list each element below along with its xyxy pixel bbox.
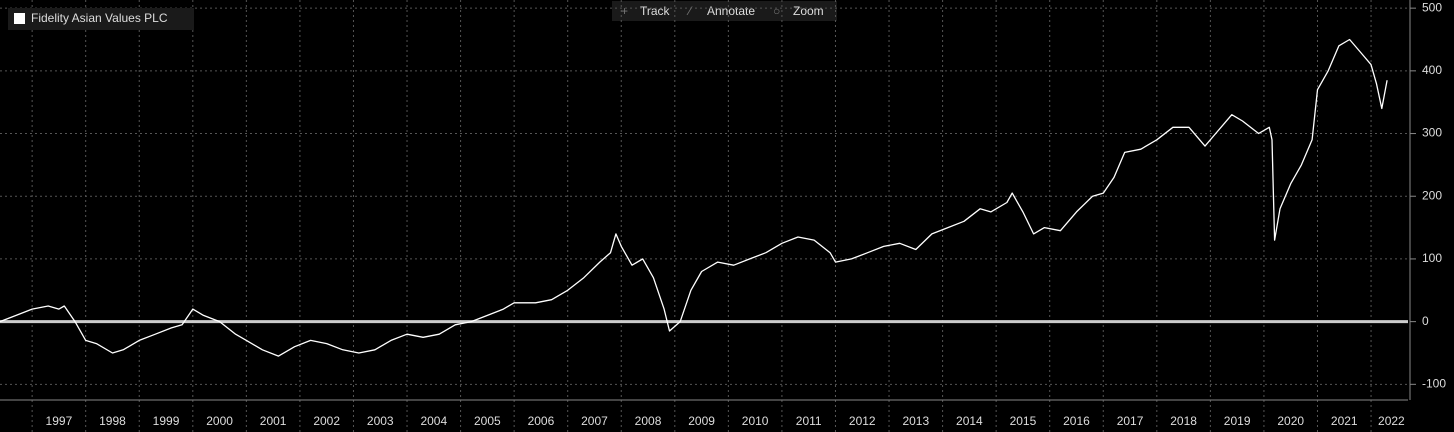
x-tick-label: 2005 xyxy=(474,414,501,428)
track-icon: + xyxy=(621,4,628,18)
x-tick-label: 2013 xyxy=(902,414,929,428)
x-tick-label: 2001 xyxy=(260,414,287,428)
x-tick-label: 2019 xyxy=(1224,414,1251,428)
x-tick-label: 2017 xyxy=(1117,414,1144,428)
x-tick-label: 1999 xyxy=(153,414,180,428)
y-tick-label: 400 xyxy=(1422,63,1442,77)
legend-label: Fidelity Asian Values PLC xyxy=(31,11,168,25)
x-tick-label: 2008 xyxy=(635,414,662,428)
toolbar-button[interactable]: Track xyxy=(640,4,671,18)
x-tick-label: 2020 xyxy=(1277,414,1304,428)
x-tick-label: 2004 xyxy=(420,414,447,428)
x-tick-label: 2003 xyxy=(367,414,394,428)
legend-swatch xyxy=(14,13,25,24)
y-tick-label: -100 xyxy=(1422,376,1446,390)
x-tick-label: 2016 xyxy=(1063,414,1090,428)
x-tick-label: 2011 xyxy=(796,414,822,428)
x-tick-label: 2000 xyxy=(206,414,233,428)
y-tick-label: 300 xyxy=(1422,126,1442,140)
x-tick-label: 2002 xyxy=(313,414,340,428)
x-tick-label: 2012 xyxy=(849,414,876,428)
toolbar-button[interactable]: Zoom xyxy=(793,4,824,18)
x-tick-label: 1997 xyxy=(46,414,73,428)
x-tick-label: 2022 xyxy=(1378,414,1405,428)
y-tick-label: 500 xyxy=(1422,0,1442,14)
toolbar-button[interactable]: Annotate xyxy=(707,4,755,18)
legend-box xyxy=(8,8,194,30)
series-line xyxy=(0,38,1388,357)
y-tick-label: 200 xyxy=(1422,188,1442,202)
toolbar: + Track ⁄ Annotate ○ Zoom xyxy=(612,1,837,21)
x-tick-label: 2010 xyxy=(742,414,769,428)
toolbar-bg xyxy=(612,1,837,21)
x-tick-label: 2015 xyxy=(1010,414,1037,428)
y-tick-label: 0 xyxy=(1422,314,1429,328)
x-tick-label: 2014 xyxy=(956,414,983,428)
x-tick-label: 2006 xyxy=(528,414,555,428)
y-tick-label: 100 xyxy=(1422,251,1442,265)
x-tick-label: 1998 xyxy=(99,414,126,428)
annotate-icon: ⁄ xyxy=(686,4,693,18)
x-tick-label: 2007 xyxy=(581,414,608,428)
x-tick-label: 2018 xyxy=(1170,414,1197,428)
x-tick-label: 2009 xyxy=(688,414,715,428)
x-tick-label: 2021 xyxy=(1331,414,1358,428)
zoom-icon: ○ xyxy=(773,4,780,18)
